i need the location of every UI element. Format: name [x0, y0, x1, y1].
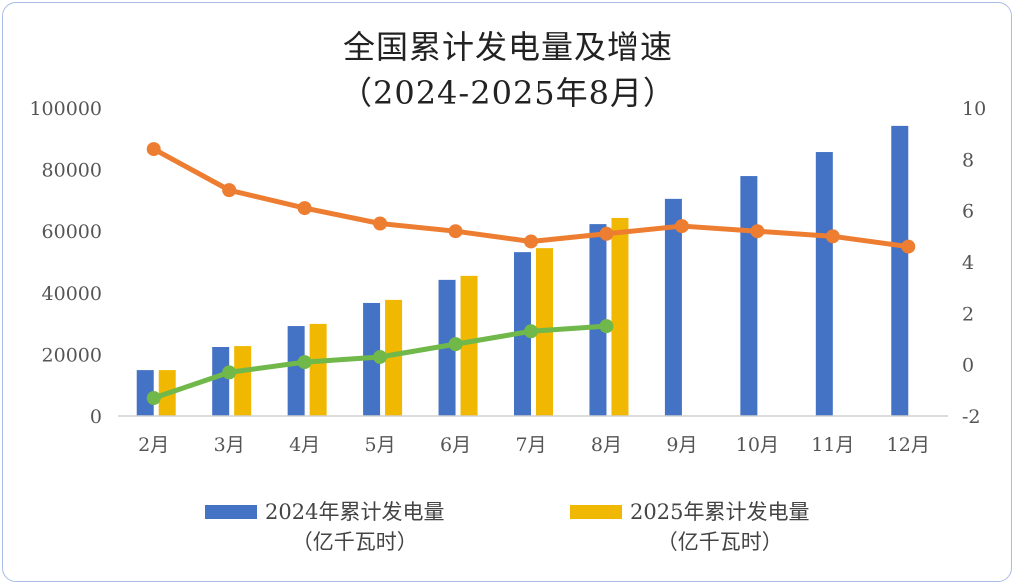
y-left-tick-label: 60000: [42, 221, 102, 243]
bar-2025-8月: [611, 217, 629, 416]
y-right-tick-label: 6: [962, 201, 974, 223]
bar-2024-10月: [740, 176, 758, 416]
bar-2024-4月: [287, 326, 305, 416]
bar-2024-12月: [891, 125, 909, 416]
growth-point-2: [901, 239, 916, 254]
legend-unit-2024: （亿千瓦时）: [291, 530, 418, 554]
growth-point-2: [674, 219, 689, 234]
x-tick-label: 2月: [138, 434, 169, 456]
growth-point-2: [222, 183, 237, 198]
y-right-tick-label: 10: [962, 98, 986, 120]
legend-item-2025: 2025年累计发电量 （亿千瓦时）: [570, 497, 809, 557]
x-tick-label: 9月: [666, 434, 697, 456]
x-tick-label: 11月: [811, 434, 854, 456]
bar-2024-3月: [212, 347, 230, 416]
x-tick-label: 8月: [591, 434, 622, 456]
bar-2025-4月: [309, 323, 327, 416]
bar-2025-5月: [385, 299, 403, 416]
bar-2024-9月: [664, 198, 682, 416]
growth-point-2: [297, 201, 312, 216]
x-tick-label: 5月: [365, 434, 396, 456]
bar-2024-11月: [815, 152, 833, 416]
growth-point-2: [524, 234, 538, 249]
growth-point-2: [448, 224, 463, 239]
y-right-tick-label: 4: [962, 252, 974, 274]
x-tick-label: 4月: [289, 434, 320, 456]
growth-point-2: [825, 229, 840, 244]
growth-point-3: [524, 324, 538, 339]
chart-title: 全国累计发电量及增速: [342, 28, 673, 66]
x-tick-label: 12月: [887, 434, 930, 456]
y-right-tick-label: -2: [962, 406, 981, 428]
legend-item-2024: 2024年累计发电量 （亿千瓦时）: [205, 497, 444, 557]
growth-point-2: [750, 224, 765, 239]
growth-line-2: [152, 146, 909, 250]
y-left-tick-label: 0: [90, 406, 102, 428]
legend-swatch-2025: [570, 505, 622, 519]
growth-point-2: [146, 142, 161, 157]
y-right-tick-label: 2: [962, 303, 974, 325]
legend-label-2024: 2024年累计发电量: [265, 500, 445, 524]
x-tick-label: 3月: [214, 434, 245, 456]
y-left-tick-label: 80000: [42, 160, 102, 182]
growth-point-3: [222, 365, 237, 380]
bar-2024-2月: [136, 370, 154, 416]
growth-point-3: [373, 349, 388, 364]
bar-2025-6月: [460, 275, 478, 416]
chart-subtitle: （2024-2025年8月）: [339, 74, 677, 112]
growth-point-2: [599, 226, 614, 241]
bar-2024-8月: [589, 224, 607, 416]
growth-point-2: [373, 216, 388, 231]
y-left-tick-label: 100000: [29, 98, 102, 120]
x-tick-label: 6月: [440, 434, 471, 456]
y-right-tick-label: 0: [962, 355, 974, 377]
legend-swatch-2024: [205, 505, 257, 519]
bar-2025-3月: [234, 346, 252, 416]
x-tick-label: 10月: [736, 434, 779, 456]
x-tick-label: 7月: [515, 434, 546, 456]
legend-unit-2025: （亿千瓦时）: [656, 530, 783, 554]
y-left-tick-label: 40000: [42, 283, 102, 305]
legend-label-2025: 2025年累计发电量: [630, 500, 810, 524]
growth-point-3: [599, 319, 614, 334]
y-left-tick-label: 20000: [42, 344, 102, 366]
growth-point-3: [146, 391, 161, 406]
growth-point-3: [297, 355, 312, 370]
y-right-tick-label: 8: [962, 149, 974, 171]
growth-point-3: [448, 337, 463, 352]
